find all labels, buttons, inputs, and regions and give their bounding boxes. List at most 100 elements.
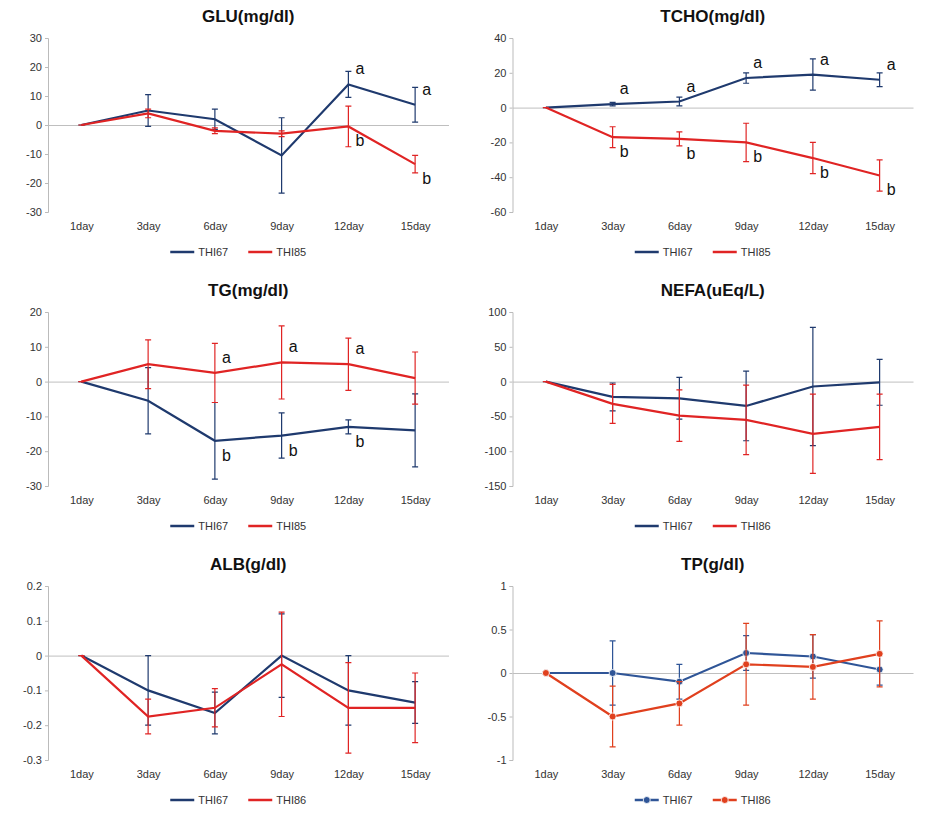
legend-entry: THI86 bbox=[713, 794, 771, 806]
y-tick-mark bbox=[510, 142, 513, 143]
x-tick-label: 12day bbox=[334, 768, 364, 780]
annotation: b bbox=[753, 148, 762, 165]
x-axis: 1day3day6day9day12day15day bbox=[513, 382, 914, 506]
x-axis-line bbox=[49, 656, 450, 657]
y-tick: -20 bbox=[26, 177, 48, 189]
y-axis: -150-100-50050100 bbox=[484, 306, 513, 492]
y-tick: 20 bbox=[30, 306, 48, 318]
error-bar bbox=[743, 73, 749, 83]
chart-title: NEFA(uEq/L) bbox=[661, 281, 765, 300]
x-tick-label: 6day bbox=[668, 220, 692, 232]
y-tick: -40 bbox=[491, 171, 513, 183]
legend-label: THI67 bbox=[198, 246, 228, 258]
error-bar bbox=[676, 132, 682, 146]
error-bar bbox=[212, 109, 218, 129]
annotation: b bbox=[887, 181, 896, 198]
series-line bbox=[546, 653, 880, 682]
legend: THI67THI86 bbox=[170, 794, 306, 806]
legend-swatch bbox=[248, 251, 272, 254]
x-axis: 1day3day6day9day12day15day bbox=[49, 382, 450, 506]
annotation: a bbox=[686, 78, 695, 95]
x-tick-label: 1day bbox=[534, 768, 558, 780]
series-line bbox=[546, 382, 880, 434]
y-tick-label: -10 bbox=[26, 410, 42, 422]
y-tick-label: 0.1 bbox=[27, 615, 42, 627]
y-axis-line bbox=[45, 313, 49, 487]
series-line bbox=[81, 656, 415, 717]
chart-title: ALB(g/dl) bbox=[210, 555, 286, 574]
y-tick-mark bbox=[45, 154, 48, 155]
plot-area bbox=[78, 326, 418, 479]
x-tick-label: 3day bbox=[601, 220, 625, 232]
y-tick: 0 bbox=[36, 376, 48, 388]
y-tick-label: 0 bbox=[36, 376, 42, 388]
error-bar bbox=[345, 71, 351, 97]
y-tick-mark bbox=[45, 125, 48, 126]
plot-area bbox=[543, 59, 883, 191]
series-line bbox=[81, 113, 415, 164]
legend-entry: THI85 bbox=[248, 246, 306, 258]
y-tick-label: -20 bbox=[26, 445, 42, 457]
y-tick-mark bbox=[510, 717, 513, 718]
series-line bbox=[546, 75, 880, 108]
y-tick: 0 bbox=[36, 119, 48, 131]
figure: GLU(mg/dl)-30-20-1001020301day3day6day9d… bbox=[0, 0, 929, 823]
marker bbox=[609, 670, 616, 677]
y-tick: -1 bbox=[497, 754, 513, 766]
y-tick-mark bbox=[510, 347, 513, 348]
y-axis-line bbox=[45, 39, 49, 213]
legend-entry: THI67 bbox=[635, 246, 693, 258]
y-axis-line bbox=[45, 587, 49, 761]
y-tick-mark bbox=[45, 486, 48, 487]
y-tick-mark bbox=[45, 586, 48, 587]
series-line bbox=[81, 382, 415, 441]
panel: TG(mg/dl) -30 -20 -10 0 10 20 1day3day6day9day1… bbox=[26, 281, 449, 532]
x-tick: 6day bbox=[203, 656, 227, 780]
y-tick: 20 bbox=[494, 67, 512, 79]
y-tick-mark bbox=[510, 312, 513, 313]
x-tick-label: 12day bbox=[798, 220, 828, 232]
series-line bbox=[81, 84, 415, 155]
marker bbox=[809, 663, 816, 670]
annotation: a bbox=[887, 56, 896, 73]
x-tick: 9day bbox=[735, 673, 759, 780]
legend-label: THI67 bbox=[198, 520, 228, 532]
y-tick-label: -1 bbox=[497, 754, 507, 766]
error-bar bbox=[543, 107, 549, 108]
error-bar bbox=[543, 381, 549, 382]
y-axis: -30 -20 -10 0 10 20 bbox=[26, 306, 48, 492]
x-tick-label: 12day bbox=[798, 768, 828, 780]
y-tick-mark bbox=[510, 416, 513, 417]
x-tick-label: 6day bbox=[668, 768, 692, 780]
y-tick-mark bbox=[510, 108, 513, 109]
y-tick: 10 bbox=[30, 341, 48, 353]
legend-entry: THI67 bbox=[635, 794, 693, 806]
error-bar bbox=[676, 97, 682, 106]
y-tick-label: 0 bbox=[36, 119, 42, 131]
plot-area bbox=[78, 612, 418, 753]
y-axis: -30-20-100102030 bbox=[26, 32, 48, 218]
y-tick: 0 bbox=[500, 667, 512, 679]
x-tick: 12day bbox=[798, 673, 828, 780]
x-tick: 1day bbox=[534, 673, 558, 780]
y-tick: 40 bbox=[494, 32, 512, 44]
error-bar bbox=[78, 655, 84, 656]
error-bar bbox=[543, 381, 549, 382]
x-tick: 15day bbox=[401, 656, 431, 780]
y-tick: 1 bbox=[500, 580, 512, 592]
error-bar bbox=[212, 689, 218, 727]
y-tick-label: 0 bbox=[500, 667, 506, 679]
annotation: b bbox=[355, 132, 364, 149]
y-tick-label: -30 bbox=[26, 480, 42, 492]
error-bar bbox=[78, 124, 84, 125]
legend-label: THI67 bbox=[663, 794, 693, 806]
chart-title: TG(mg/dl) bbox=[208, 281, 288, 300]
panel: NEFA(uEq/L) -150-100-500501001day3day6day… bbox=[484, 281, 913, 532]
y-tick-label: 20 bbox=[30, 61, 42, 73]
x-tick: 6day bbox=[668, 108, 692, 232]
x-tick: 3day bbox=[137, 125, 161, 232]
x-tick: 9day bbox=[735, 382, 759, 506]
y-tick-label: 0 bbox=[500, 376, 506, 388]
y-tick: 20 bbox=[30, 61, 48, 73]
y-tick-label: 20 bbox=[30, 306, 42, 318]
